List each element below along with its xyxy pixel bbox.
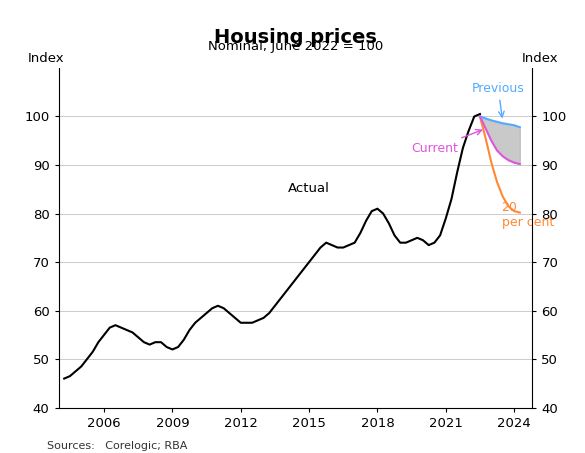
Text: Previous: Previous [472, 82, 525, 117]
Text: Index: Index [27, 52, 64, 65]
Text: Nominal, June 2022 = 100: Nominal, June 2022 = 100 [208, 40, 383, 53]
Text: 20
per cent: 20 per cent [501, 202, 554, 229]
Text: Actual: Actual [288, 182, 330, 195]
Text: Index: Index [522, 52, 559, 65]
Text: Current: Current [411, 130, 481, 154]
Title: Housing prices: Housing prices [214, 28, 377, 47]
Text: Sources:   Corelogic; RBA: Sources: Corelogic; RBA [47, 441, 187, 451]
